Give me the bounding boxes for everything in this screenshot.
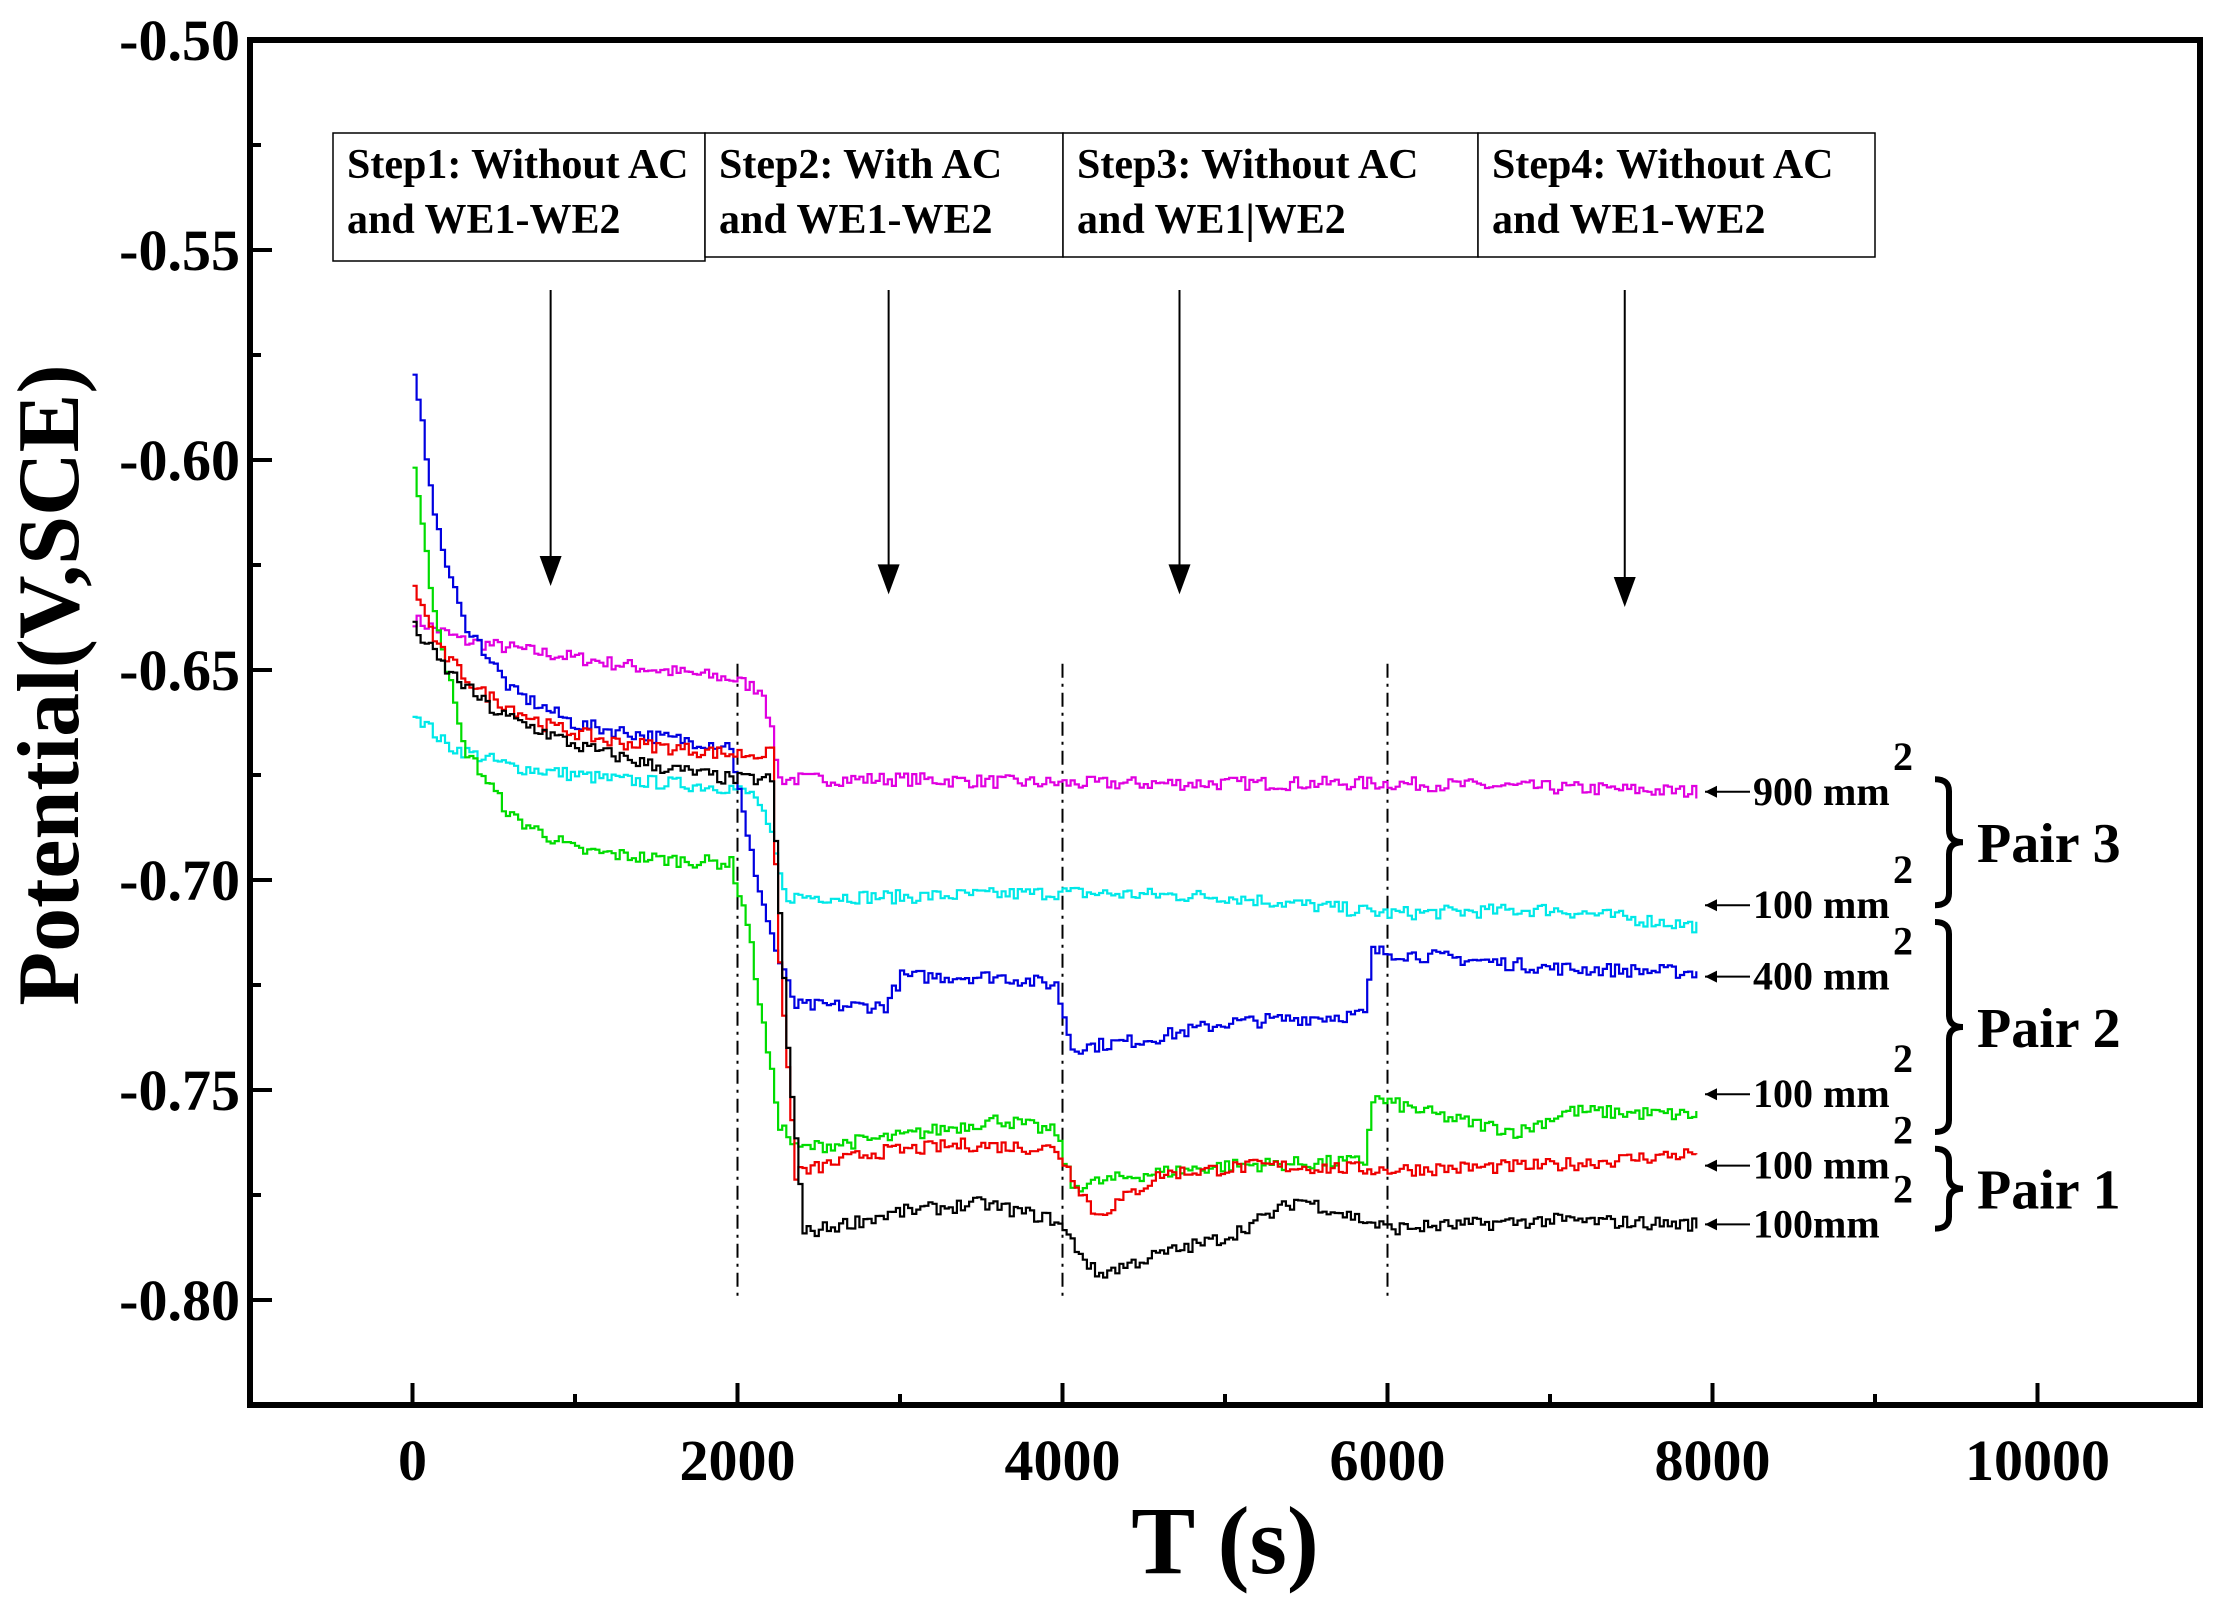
series-label-superscript: 2 xyxy=(1893,1108,1913,1153)
y-axis-ticks: -0.50 -0.55 -0.60 -0.65 -0.70 -0.75 -0.80 xyxy=(119,8,272,1407)
series-label: 100 mm xyxy=(1753,1143,1890,1188)
step-box xyxy=(1062,132,1479,258)
series-line xyxy=(412,584,1698,1216)
x-axis-ticks: 0 2000 4000 6000 8000 10000 xyxy=(248,1383,2202,1493)
series-label-superscript: 2 xyxy=(1893,1166,1913,1211)
step-subtitle: and WE1|WE2 xyxy=(1077,197,1346,243)
step-box xyxy=(1477,132,1876,258)
series-label-superscript: 2 xyxy=(1893,919,1913,964)
y-tick-label: -0.70 xyxy=(119,848,240,913)
step-annotations: Step1: Without AC and WE1-WE2 Step2: With … xyxy=(332,132,1876,607)
x-tick-label: 8000 xyxy=(1655,1428,1771,1493)
series-label: 900 mm xyxy=(1753,769,1890,814)
x-tick-label: 6000 xyxy=(1330,1428,1446,1493)
pair-brace xyxy=(1934,776,1964,909)
step-title: Step4: Without AC xyxy=(1492,142,1834,188)
step-arrow-head xyxy=(1613,577,1636,607)
series-label-superscript: 2 xyxy=(1893,734,1913,779)
step-arrow-head xyxy=(539,556,562,586)
label-arrow-head xyxy=(1705,899,1717,912)
series-label: 100 mm xyxy=(1753,1071,1890,1116)
x-tick-label: 0 xyxy=(398,1428,427,1493)
y-tick-label: -0.50 xyxy=(119,8,240,73)
x-tick-label: 2000 xyxy=(680,1428,796,1493)
x-tick-label: 10000 xyxy=(1965,1428,2110,1493)
x-axis-title: T (s) xyxy=(1131,1487,1319,1594)
step-title: Step3: Without AC xyxy=(1077,142,1419,188)
step-arrow-head xyxy=(877,564,900,595)
label-arrow-head xyxy=(1705,1159,1717,1172)
step-subtitle: and WE1-WE2 xyxy=(719,197,992,243)
step-subtitle: and WE1-WE2 xyxy=(347,197,620,243)
x-tick-label: 4000 xyxy=(1005,1428,1121,1493)
label-arrow-head xyxy=(1705,1088,1717,1101)
series-label: 100mm xyxy=(1753,1201,1880,1246)
y-tick-label: -0.60 xyxy=(119,428,240,493)
series-line xyxy=(412,614,1698,799)
series-group xyxy=(412,373,1698,1279)
pair-brackets: Pair 3 Pair 2 Pair 1 xyxy=(1934,776,2121,1232)
y-tick-label: -0.75 xyxy=(119,1058,240,1123)
label-arrow-head xyxy=(1705,970,1717,983)
label-arrow-head xyxy=(1705,785,1717,798)
y-tick-label: -0.80 xyxy=(119,1268,240,1333)
series-label: 100 mm xyxy=(1753,882,1890,927)
y-tick-label: -0.55 xyxy=(119,218,240,283)
series-line xyxy=(412,715,1698,934)
pair-label: Pair 3 xyxy=(1977,813,2121,875)
pair-label: Pair 1 xyxy=(1977,1160,2121,1222)
series-label-superscript: 2 xyxy=(1893,847,1913,892)
step-title: Step1: Without AC xyxy=(347,142,689,188)
pair-label: Pair 2 xyxy=(1977,998,2121,1060)
y-axis-title: Potential(V,SCE) xyxy=(1,364,98,1005)
series-line xyxy=(412,620,1698,1279)
y-tick-label: -0.65 xyxy=(119,638,240,703)
label-arrow-head xyxy=(1705,1218,1717,1231)
series-label-superscript: 2 xyxy=(1893,1036,1913,1081)
series-line xyxy=(412,373,1698,1055)
step-boundaries xyxy=(736,663,1389,1300)
step-box xyxy=(332,132,706,262)
pair-brace xyxy=(1934,919,1964,1135)
step-title: Step2: With AC xyxy=(719,142,1002,188)
step-subtitle: and WE1-WE2 xyxy=(1492,197,1765,243)
pair-brace xyxy=(1934,1145,1964,1232)
series-label: 400 mm xyxy=(1753,954,1890,999)
series-line xyxy=(412,466,1698,1193)
step-arrow-head xyxy=(1168,564,1191,595)
